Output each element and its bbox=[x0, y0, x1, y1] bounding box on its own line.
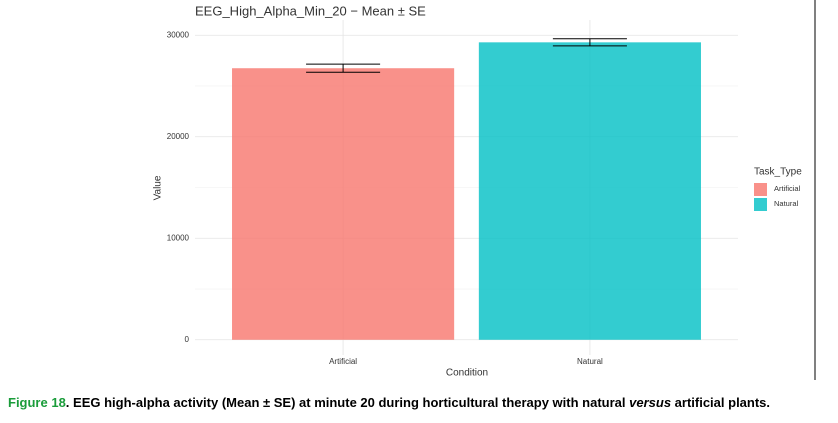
y-axis-label: Value bbox=[153, 175, 164, 200]
y-tick-label: 30000 bbox=[167, 30, 190, 39]
x-tick-label: Natural bbox=[577, 357, 603, 366]
chart-title: EEG_High_Alpha_Min_20 − Mean ± SE bbox=[195, 3, 426, 18]
caption-label: Figure 18 bbox=[8, 395, 66, 410]
y-tick-label: 0 bbox=[185, 335, 190, 344]
error-bar bbox=[306, 63, 381, 73]
caption-emphasis: versus bbox=[629, 395, 672, 410]
y-tick-label: 10000 bbox=[167, 233, 190, 242]
caption-text: . EEG high-alpha activity (Mean ± SE) at… bbox=[65, 395, 630, 410]
bar bbox=[232, 68, 455, 340]
error-bar bbox=[552, 38, 627, 47]
legend-key bbox=[754, 183, 767, 196]
caption-text: artificial plants. bbox=[671, 395, 771, 410]
chart: EEG_High_Alpha_Min_20 − Mean ± SE Condit… bbox=[153, 0, 816, 380]
bar bbox=[478, 42, 701, 340]
figure-caption: Figure 18. EEG high-alpha activity (Mean… bbox=[8, 395, 770, 410]
legend-label: Natural bbox=[774, 199, 799, 208]
legend-title: Task_Type bbox=[754, 167, 802, 178]
legend-label: Artificial bbox=[774, 184, 801, 193]
x-tick-label: Artificial bbox=[329, 357, 357, 366]
legend-key bbox=[754, 198, 767, 211]
y-tick-label: 20000 bbox=[167, 132, 190, 141]
x-axis-label: Condition bbox=[446, 368, 488, 379]
